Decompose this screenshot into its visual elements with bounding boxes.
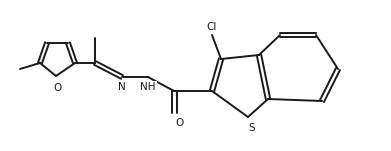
Text: N: N [118, 82, 126, 92]
Text: NH: NH [140, 82, 156, 92]
Text: S: S [249, 123, 255, 133]
Text: O: O [176, 118, 184, 128]
Text: O: O [53, 83, 61, 93]
Text: Cl: Cl [207, 22, 217, 32]
